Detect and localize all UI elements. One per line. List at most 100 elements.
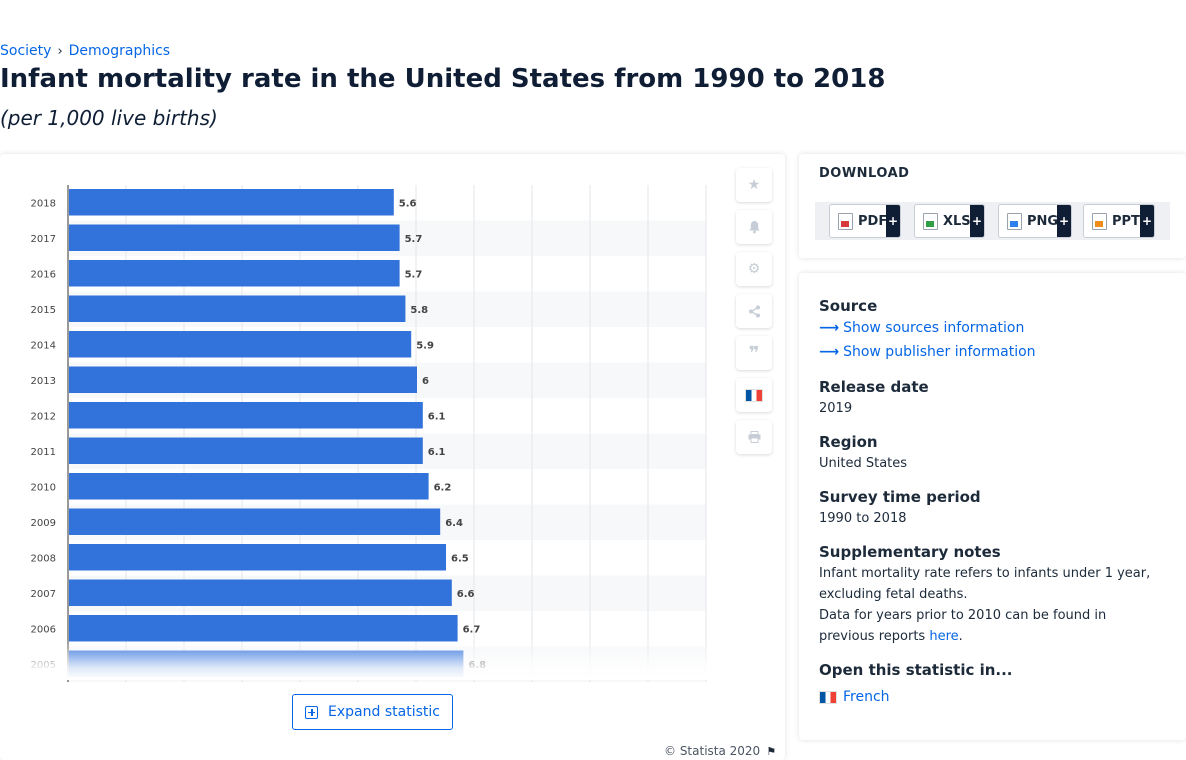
download-buttons-row: PDF + XLS + PNG + PPT + bbox=[815, 202, 1170, 240]
expand-statistic-label: Expand statistic bbox=[328, 704, 440, 720]
bar bbox=[69, 224, 400, 251]
data-label: 6.1 bbox=[428, 411, 446, 422]
data-label: 6.1 bbox=[428, 447, 446, 458]
download-xls-label: XLS bbox=[943, 213, 971, 229]
show-sources-link[interactable]: ⟶ Show sources information bbox=[819, 320, 1024, 336]
y-tick-label: 2013 bbox=[31, 376, 56, 387]
copyright-text: © Statista 2020 bbox=[664, 744, 761, 758]
download-ppt-button[interactable]: PPT + bbox=[1083, 204, 1155, 238]
source-heading: Source bbox=[819, 297, 878, 315]
report-flag-icon[interactable]: ⚑ bbox=[766, 745, 777, 758]
y-tick-label: 2008 bbox=[31, 553, 56, 564]
page-subtitle: (per 1,000 live births) bbox=[0, 106, 218, 130]
y-tick-label: 2015 bbox=[31, 305, 56, 316]
statistic-info-panel: Source ⟶ Show sources information ⟶ Show p… bbox=[799, 273, 1186, 740]
y-tick-label: 2014 bbox=[31, 340, 56, 351]
french-flag-icon[interactable] bbox=[736, 378, 772, 412]
open-french-link[interactable]: French bbox=[819, 689, 890, 705]
y-tick-label: 2007 bbox=[31, 589, 56, 600]
breadcrumb-society[interactable]: Society bbox=[0, 43, 52, 59]
y-tick-label: 2017 bbox=[31, 234, 56, 245]
ppt-file-icon bbox=[1092, 212, 1107, 230]
release-date-heading: Release date bbox=[819, 378, 929, 396]
french-flag-icon bbox=[819, 690, 837, 704]
bar bbox=[69, 295, 406, 322]
download-pdf-button[interactable]: PDF + bbox=[829, 204, 901, 238]
show-sources-label: Show sources information bbox=[843, 320, 1025, 336]
download-pdf-label: PDF bbox=[858, 213, 888, 229]
y-tick-label: 2009 bbox=[31, 518, 56, 529]
page-title: Infant mortality rate in the United Stat… bbox=[0, 64, 886, 94]
bar bbox=[69, 331, 412, 358]
arrow-right-icon: ⟶ bbox=[819, 344, 840, 360]
data-label: 5.7 bbox=[405, 234, 423, 245]
star-icon[interactable]: ★ bbox=[736, 168, 772, 202]
y-tick-label: 2012 bbox=[31, 411, 56, 422]
survey-period-heading: Survey time period bbox=[819, 488, 981, 506]
download-panel: DOWNLOAD PDF + XLS + PNG + PPT + bbox=[799, 154, 1186, 258]
print-icon[interactable] bbox=[736, 420, 772, 454]
bell-icon[interactable] bbox=[736, 210, 772, 244]
bar bbox=[69, 579, 452, 606]
supplementary-notes-heading: Supplementary notes bbox=[819, 543, 1001, 561]
png-file-icon bbox=[1007, 212, 1022, 230]
y-tick-label: 2016 bbox=[31, 269, 56, 280]
notes-line-2: Data for years prior to 2010 can be foun… bbox=[819, 605, 1164, 647]
notes-period: . bbox=[958, 629, 963, 644]
data-label: 5.9 bbox=[416, 340, 434, 351]
data-label: 6.7 bbox=[463, 624, 481, 635]
chart-toolbar: ★ ⚙ ❞ bbox=[736, 168, 772, 462]
breadcrumb-demographics[interactable]: Demographics bbox=[68, 43, 171, 59]
data-label: 6.6 bbox=[457, 589, 475, 600]
download-title: DOWNLOAD bbox=[819, 166, 910, 181]
download-png-button[interactable]: PNG + bbox=[998, 204, 1072, 238]
y-tick-label: 2010 bbox=[31, 482, 56, 493]
notes-here-link[interactable]: here bbox=[929, 629, 959, 644]
data-label: 6 bbox=[422, 376, 429, 387]
region-heading: Region bbox=[819, 433, 878, 451]
download-ppt-label: PPT bbox=[1112, 213, 1140, 229]
copyright: © Statista 2020 ⚑ bbox=[664, 744, 776, 758]
show-publisher-label: Show publisher information bbox=[843, 344, 1036, 360]
gear-icon[interactable]: ⚙ bbox=[736, 252, 772, 286]
download-pdf-plus[interactable]: + bbox=[886, 205, 900, 237]
bar bbox=[69, 615, 458, 642]
quote-icon[interactable]: ❞ bbox=[736, 336, 772, 370]
supplementary-notes: Infant mortality rate refers to infants … bbox=[819, 563, 1164, 647]
chart-card: 2018 5.6 2017 5.7 2016 5.7 2015 5.8 2014 5.9 2013 6… bbox=[0, 154, 785, 760]
bar bbox=[69, 544, 446, 571]
data-label: 6.5 bbox=[451, 553, 469, 564]
open-french-label: French bbox=[843, 689, 890, 705]
bar bbox=[69, 189, 394, 216]
expand-statistic-button[interactable]: Expand statistic bbox=[292, 694, 453, 730]
bar bbox=[69, 366, 417, 393]
expand-icon bbox=[305, 705, 319, 719]
breadcrumb: Society › Demographics bbox=[0, 43, 170, 59]
bar bbox=[69, 473, 429, 500]
y-tick-label: 2006 bbox=[31, 624, 56, 635]
download-xls-plus[interactable]: + bbox=[970, 205, 984, 237]
bar bbox=[69, 260, 400, 287]
chart-fade-overlay bbox=[0, 640, 720, 680]
pdf-file-icon bbox=[838, 212, 853, 230]
download-ppt-plus[interactable]: + bbox=[1140, 205, 1154, 237]
breadcrumb-separator: › bbox=[57, 43, 63, 59]
survey-period-value: 1990 to 2018 bbox=[819, 511, 907, 526]
release-date-value: 2019 bbox=[819, 401, 853, 416]
notes-line-2-text: Data for years prior to 2010 can be foun… bbox=[819, 608, 1107, 644]
download-png-plus[interactable]: + bbox=[1057, 205, 1071, 237]
share-icon[interactable] bbox=[736, 294, 772, 328]
open-statistic-heading: Open this statistic in... bbox=[819, 661, 1013, 679]
bar-chart: 2018 5.6 2017 5.7 2016 5.7 2015 5.8 2014 5.9 2013 6… bbox=[31, 185, 707, 682]
bar bbox=[69, 402, 423, 429]
download-xls-button[interactable]: XLS + bbox=[914, 204, 985, 238]
bar bbox=[69, 508, 441, 535]
arrow-right-icon: ⟶ bbox=[819, 320, 840, 336]
bar bbox=[69, 437, 423, 464]
data-label: 5.6 bbox=[399, 198, 417, 209]
download-png-label: PNG bbox=[1027, 213, 1059, 229]
data-label: 6.2 bbox=[434, 482, 452, 493]
xls-file-icon bbox=[923, 212, 938, 230]
show-publisher-link[interactable]: ⟶ Show publisher information bbox=[819, 344, 1036, 360]
notes-line-1: Infant mortality rate refers to infants … bbox=[819, 566, 1151, 602]
